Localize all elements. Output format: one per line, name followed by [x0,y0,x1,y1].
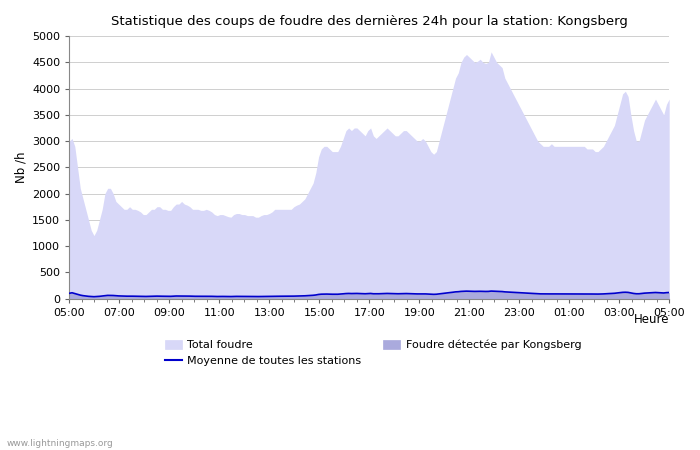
Text: Heure: Heure [634,313,669,326]
Legend: Total foudre, Moyenne de toutes les stations, Foudre détectée par Kongsberg: Total foudre, Moyenne de toutes les stat… [165,340,581,366]
Title: Statistique des coups de foudre des dernières 24h pour la station: Kongsberg: Statistique des coups de foudre des dern… [111,15,628,28]
Y-axis label: Nb /h: Nb /h [15,152,28,183]
Text: www.lightningmaps.org: www.lightningmaps.org [7,439,113,448]
